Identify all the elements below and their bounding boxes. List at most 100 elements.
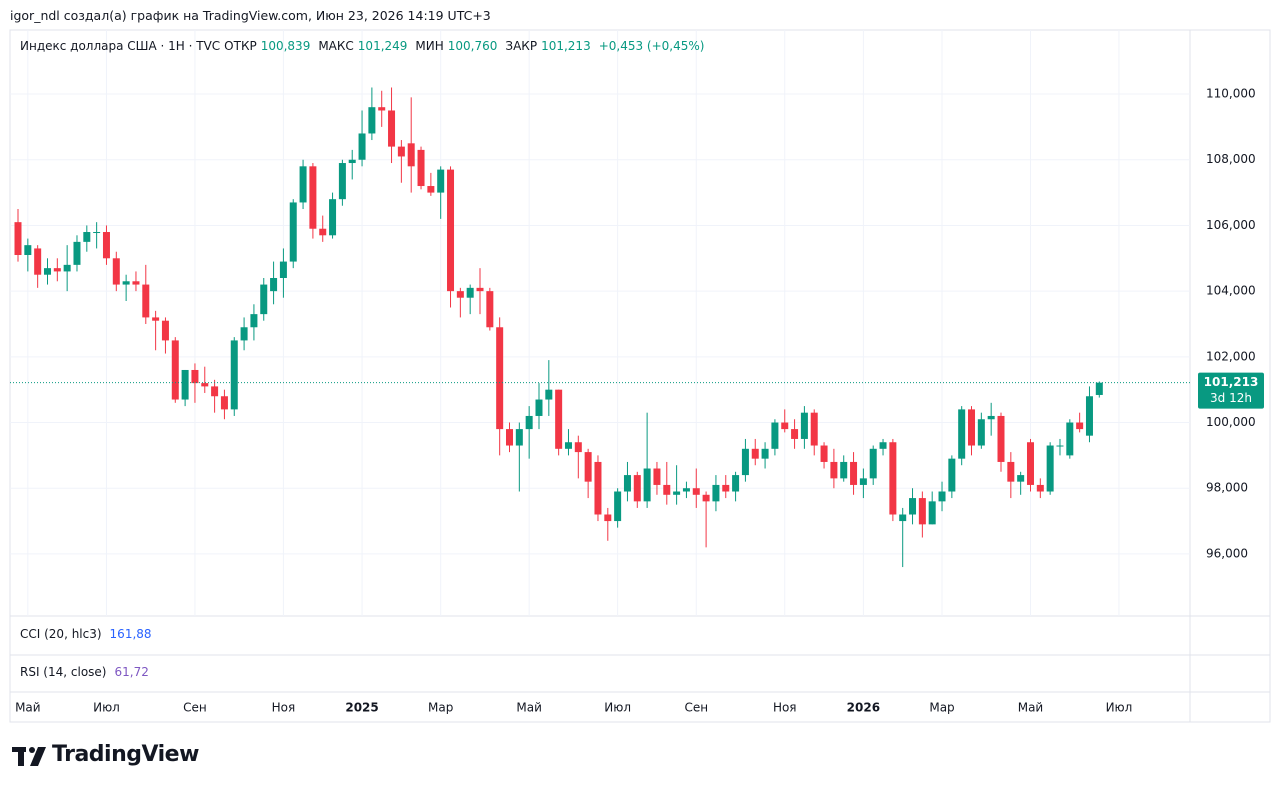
candle-body bbox=[525, 415, 533, 430]
candle-body bbox=[437, 169, 445, 193]
candle-body bbox=[977, 419, 985, 446]
y-tick-label: 104,000 bbox=[1206, 284, 1256, 298]
candle-body bbox=[93, 232, 101, 234]
indicator-name: RSI (14, close) bbox=[20, 665, 107, 679]
candle-body bbox=[840, 461, 848, 479]
candle-body bbox=[673, 491, 681, 495]
candle-body bbox=[456, 291, 464, 298]
symbol: Индекс доллара США · 1Н · TVC bbox=[20, 39, 221, 53]
candle-body bbox=[938, 491, 946, 502]
candle-body bbox=[741, 448, 749, 476]
candle-body bbox=[899, 514, 907, 522]
candle-body bbox=[496, 327, 504, 430]
last-price-tag bbox=[1198, 372, 1264, 409]
candle-body bbox=[260, 284, 268, 315]
candle-body bbox=[329, 199, 337, 236]
candle-body bbox=[653, 468, 661, 485]
ohlc-value: 100,760 bbox=[447, 39, 498, 53]
indicator: CCI (20, hlc3) 161,88 bbox=[20, 627, 152, 641]
candle-body bbox=[732, 475, 740, 492]
candle-body bbox=[201, 383, 209, 387]
grid bbox=[10, 30, 1190, 616]
candle-body bbox=[702, 494, 710, 502]
candle-body bbox=[614, 491, 622, 522]
symbol-legend: Индекс доллара США · 1Н · TVC ОТКР 100,83… bbox=[20, 39, 708, 53]
candle-body bbox=[987, 415, 995, 420]
candle-body bbox=[112, 258, 120, 285]
x-tick-label: 2026 bbox=[847, 701, 880, 715]
candle-body bbox=[594, 461, 602, 515]
candle-body bbox=[879, 442, 887, 449]
candle-body bbox=[1017, 475, 1025, 482]
logo-text: TradingView bbox=[52, 742, 199, 767]
ohlc-label: МИН bbox=[415, 39, 444, 53]
chart-frame bbox=[9, 29, 1271, 723]
candle-body bbox=[515, 429, 523, 446]
candle-body bbox=[918, 498, 926, 525]
candle-body bbox=[319, 228, 327, 236]
ohlc-label: ОТКР bbox=[224, 39, 257, 53]
x-tick-label: Мар bbox=[428, 701, 453, 715]
ohlc-value: 101,249 bbox=[357, 39, 408, 53]
y-tick-label: 106,000 bbox=[1206, 218, 1256, 232]
ohlc-value: 100,839 bbox=[260, 39, 311, 53]
candle-body bbox=[574, 442, 582, 453]
candle-body bbox=[24, 245, 32, 256]
candle-body bbox=[623, 475, 631, 492]
ohlc-value: 101,213 bbox=[541, 39, 591, 53]
candle-body bbox=[476, 287, 484, 292]
x-tick-label: Май bbox=[15, 701, 41, 715]
candle-body bbox=[692, 488, 700, 495]
candle-body bbox=[53, 268, 61, 272]
candle-body bbox=[122, 281, 130, 285]
candle-body bbox=[191, 369, 199, 384]
candle-body bbox=[810, 412, 818, 446]
candle-body bbox=[1026, 442, 1034, 485]
x-tick-label: Май bbox=[1018, 701, 1044, 715]
candle-body bbox=[1085, 396, 1093, 436]
x-tick-label: Ноя bbox=[773, 701, 797, 715]
candle-body bbox=[14, 222, 22, 256]
candle-body bbox=[63, 264, 71, 272]
y-tick-label: 96,000 bbox=[1206, 546, 1248, 560]
ohlc-label: ЗАКР bbox=[505, 39, 538, 53]
candle-body bbox=[761, 448, 769, 459]
candle-body bbox=[1056, 445, 1064, 447]
x-tick-label: Сен bbox=[183, 701, 207, 715]
y-tick-label: 110,000 bbox=[1206, 87, 1256, 101]
candle-body bbox=[1066, 422, 1074, 456]
candle-body bbox=[1036, 484, 1044, 492]
candle-body bbox=[142, 284, 150, 318]
candle-body bbox=[358, 133, 366, 160]
candle-body bbox=[564, 442, 572, 449]
candle-body bbox=[751, 448, 759, 459]
candle-body bbox=[584, 452, 592, 482]
change: +0,453 (+0,45%) bbox=[598, 39, 705, 53]
x-tick-label: Июл bbox=[604, 701, 631, 715]
candle-body bbox=[859, 478, 867, 485]
candle-body bbox=[889, 442, 897, 515]
candle-body bbox=[240, 327, 248, 341]
candle-body bbox=[958, 409, 966, 459]
candle-body bbox=[771, 422, 779, 449]
candle-body bbox=[161, 320, 169, 341]
candle-body bbox=[712, 484, 720, 502]
candle-body bbox=[338, 163, 346, 200]
indicator-value: 61,72 bbox=[114, 665, 149, 679]
candle-body bbox=[948, 458, 956, 492]
candle-body bbox=[407, 143, 415, 167]
candle-body bbox=[928, 501, 936, 525]
candle-body bbox=[171, 340, 179, 400]
candle-body bbox=[486, 291, 494, 328]
candle-body bbox=[781, 422, 789, 430]
candle-body bbox=[535, 399, 543, 416]
candle-body bbox=[555, 389, 563, 449]
candle-body bbox=[289, 202, 297, 262]
indicator-value: 161,88 bbox=[109, 627, 152, 641]
countdown: 3d 12h bbox=[1210, 391, 1252, 405]
candle-body bbox=[279, 261, 287, 278]
candle-body bbox=[230, 340, 238, 410]
candle-body bbox=[1046, 445, 1054, 492]
